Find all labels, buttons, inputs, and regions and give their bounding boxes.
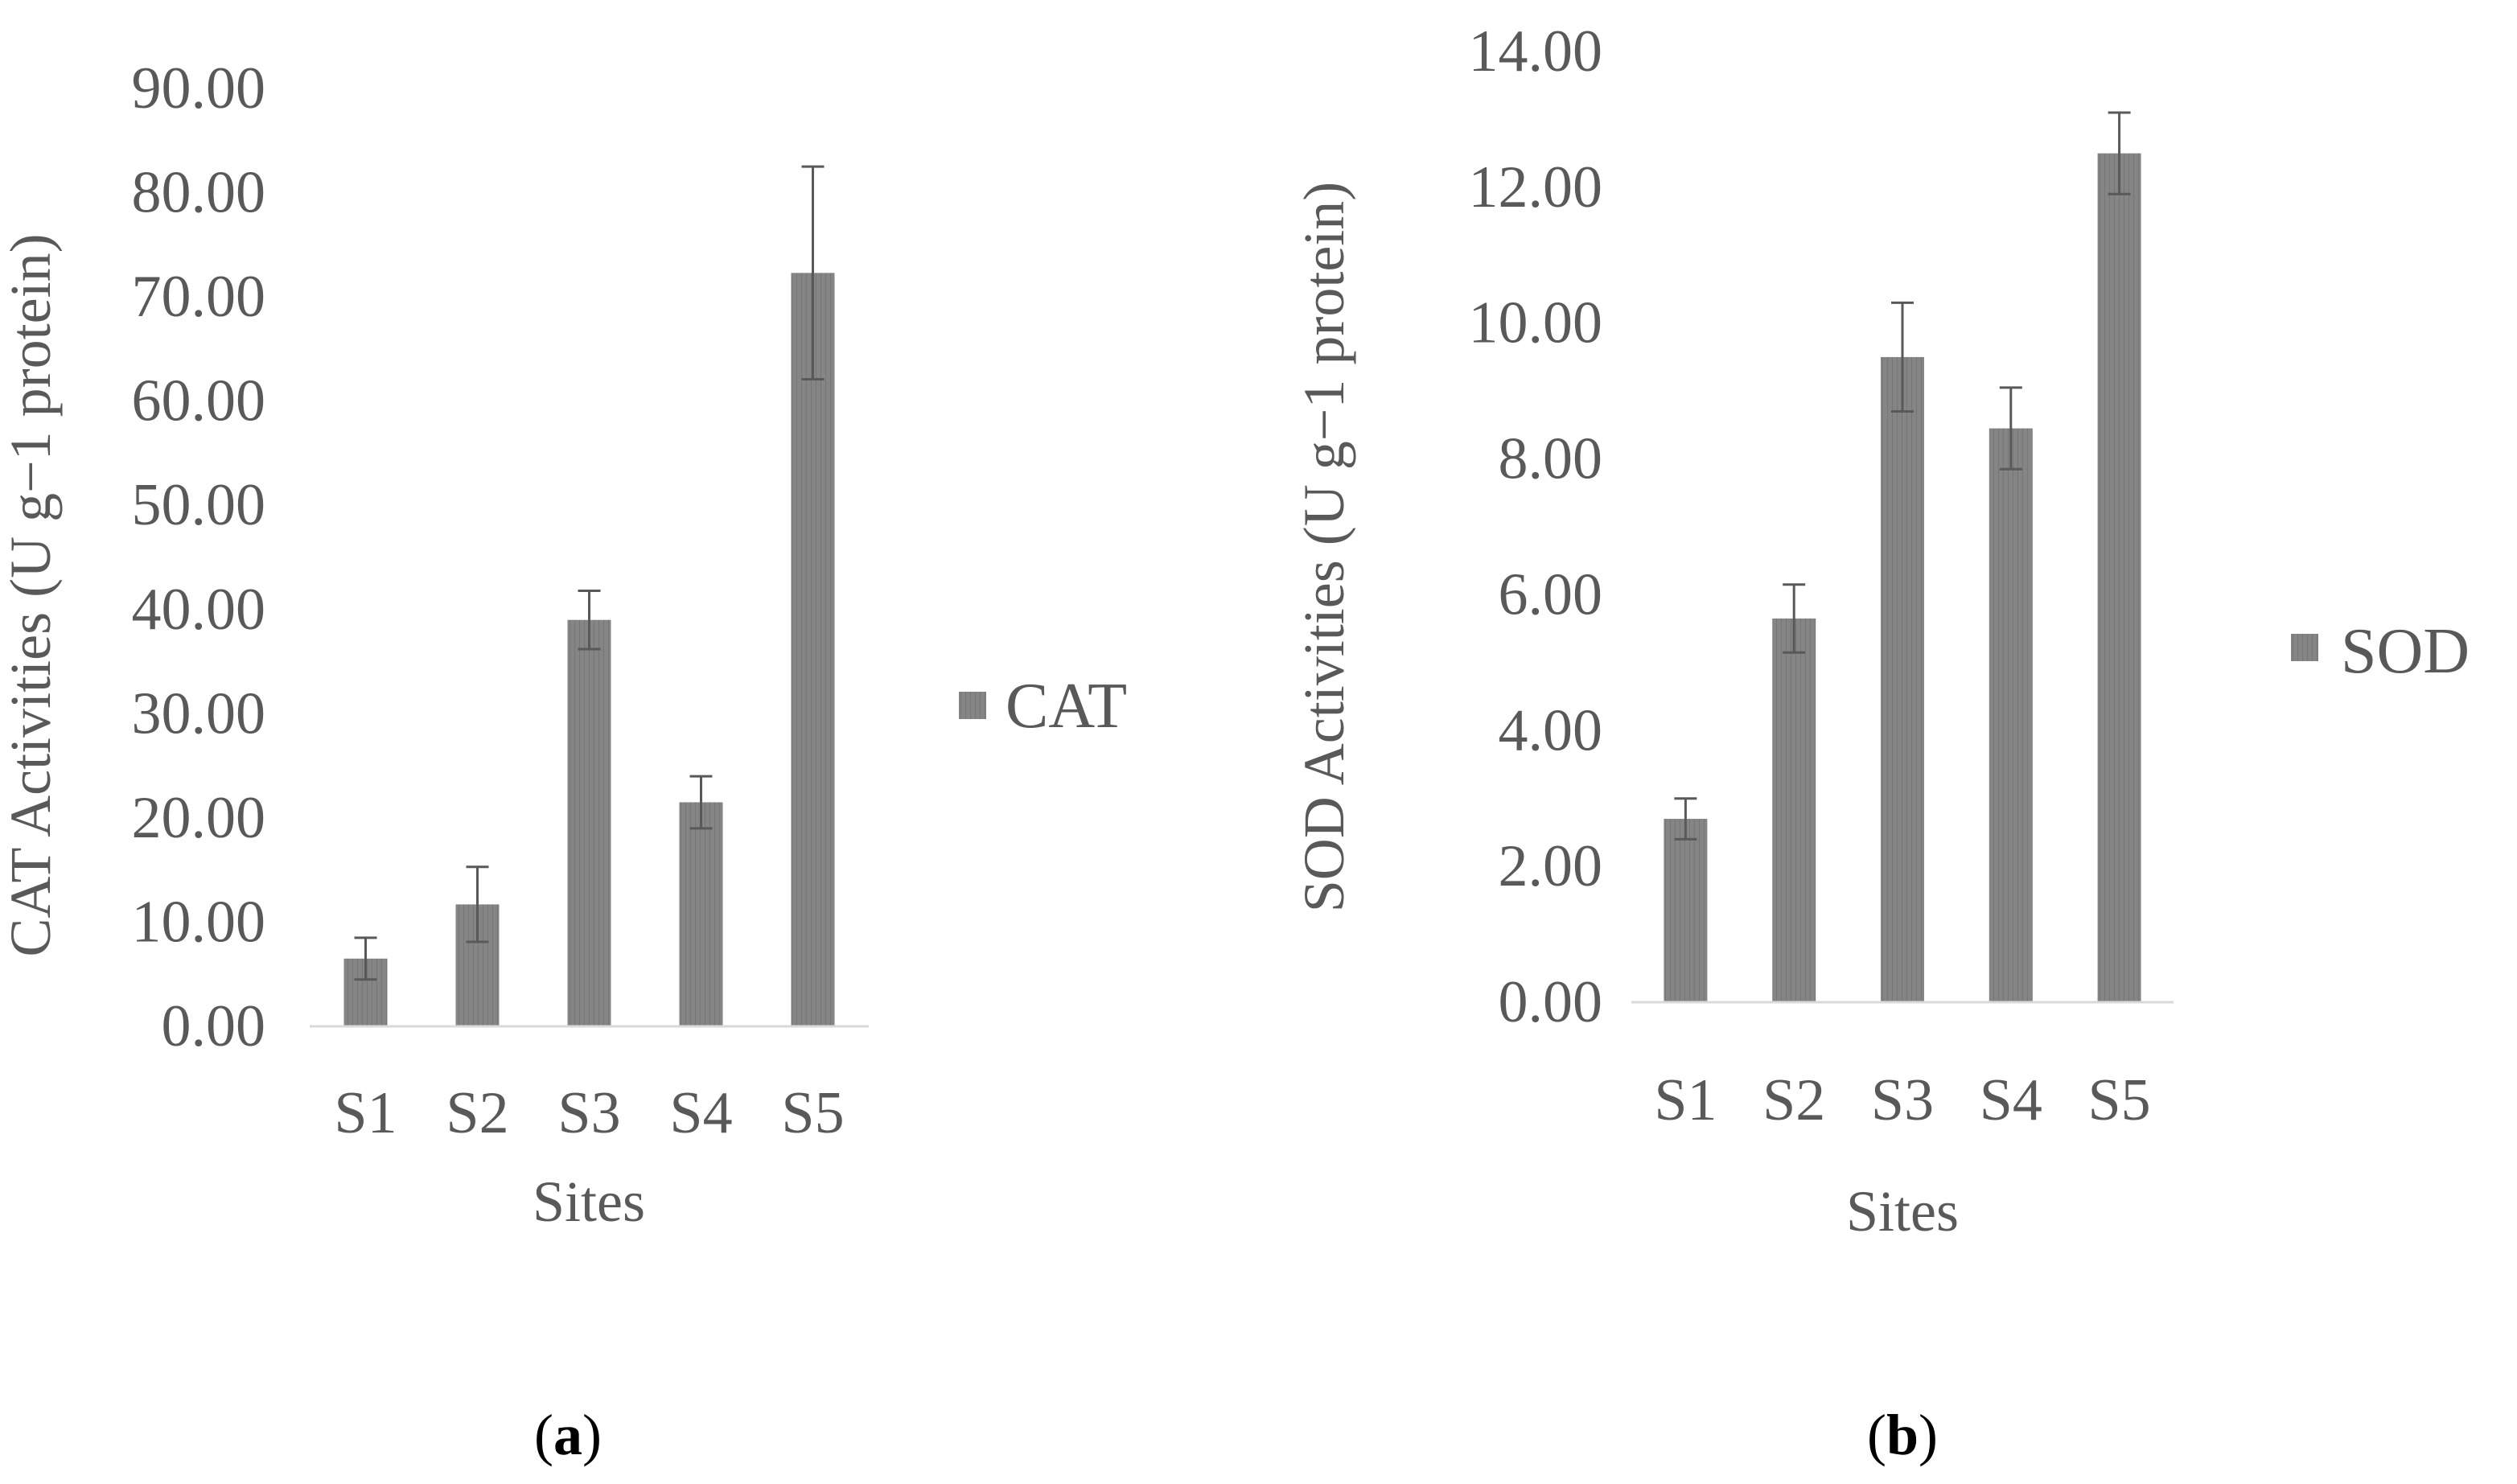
sod-y-tick-label: 14.00 xyxy=(1469,18,1603,84)
cat-error-bar-s1 xyxy=(354,936,377,981)
sod-x-axis-title: Sites xyxy=(1846,1179,1959,1244)
cat-chart-panel: CAT Activities (U g−1 protein) 0.00 10.00… xyxy=(0,55,1127,1467)
sod-x-tick-label: S4 xyxy=(1980,1067,2042,1133)
sod-bar-s5 xyxy=(2097,153,2141,1003)
sod-y-axis-title: SOD Activities (U g−1 protein) xyxy=(1292,182,1356,913)
sod-x-tick-labels: S1 S2 S3 S4 S5 xyxy=(1654,1067,2150,1133)
cat-bar-s5 xyxy=(791,273,835,1026)
cat-error-bar-s5 xyxy=(801,165,825,380)
sod-bar-s2 xyxy=(1772,618,1816,1002)
sod-error-bar-s3 xyxy=(1891,301,1914,413)
cat-bar-s3 xyxy=(567,619,611,1026)
cat-x-tick-label: S5 xyxy=(781,1080,844,1146)
sod-error-bar-s4 xyxy=(1999,386,2022,471)
cat-y-tick-label: 60.00 xyxy=(132,368,266,434)
sod-y-tick-label: 10.00 xyxy=(1469,290,1603,356)
sod-y-tick-label: 0.00 xyxy=(1499,969,1603,1035)
sod-y-tick-label: 4.00 xyxy=(1499,697,1603,763)
cat-y-tick-labels: 0.00 10.00 20.00 30.00 40.00 50.00 60.00 70.00 8… xyxy=(132,55,266,1059)
sod-y-tick-labels: 0.00 2.00 4.00 6.00 8.00 10.00 12.00 14.00 xyxy=(1469,18,1603,1035)
sod-x-tick-label: S3 xyxy=(1871,1067,1934,1133)
sod-chart-panel: SOD Activities (U g−1 protein) 0.00 2.00 4… xyxy=(1292,18,2470,1467)
cat-x-tick-labels: S1 S2 S3 S4 S5 xyxy=(334,1080,844,1146)
sod-legend-swatch xyxy=(2291,634,2318,661)
cat-legend-swatch xyxy=(959,692,986,719)
cat-error-bar-s2 xyxy=(466,865,489,943)
sod-error-bars xyxy=(1674,111,2131,841)
cat-y-axis-title: CAT Activities (U g−1 protein) xyxy=(0,233,63,956)
sod-x-tick-label: S5 xyxy=(2088,1067,2151,1133)
cat-y-tick-label: 0.00 xyxy=(162,993,266,1059)
cat-legend-label: CAT xyxy=(1006,671,1127,742)
cat-y-tick-label: 90.00 xyxy=(132,55,266,121)
cat-y-tick-label: 70.00 xyxy=(132,264,266,330)
sod-error-bar-s5 xyxy=(2108,111,2131,195)
sod-bar-s4 xyxy=(1989,428,2033,1002)
sod-error-bar-s2 xyxy=(1783,583,1806,654)
sod-x-tick-label: S2 xyxy=(1762,1067,1825,1133)
sod-y-tick-label: 6.00 xyxy=(1499,561,1603,627)
cat-y-tick-label: 30.00 xyxy=(132,680,266,746)
cat-bar-s4 xyxy=(679,802,723,1026)
cat-y-tick-label: 40.00 xyxy=(132,577,266,643)
cat-legend: CAT xyxy=(959,671,1127,742)
cat-x-tick-label: S3 xyxy=(557,1080,620,1146)
sod-legend-label: SOD xyxy=(2341,616,2470,687)
cat-x-axis-title: Sites xyxy=(533,1170,645,1234)
cat-bars xyxy=(343,273,835,1026)
cat-error-bar-s3 xyxy=(578,589,601,651)
cat-x-tick-label: S1 xyxy=(334,1080,397,1146)
sod-bar-s3 xyxy=(1881,356,1924,1002)
sod-y-tick-label: 8.00 xyxy=(1499,426,1603,492)
panel-label-b: (b) xyxy=(1867,1403,1938,1467)
sod-legend: SOD xyxy=(2291,616,2470,687)
sod-x-tick-label: S1 xyxy=(1654,1067,1717,1133)
cat-y-tick-label: 80.00 xyxy=(132,160,266,226)
panel-label-a: (a) xyxy=(534,1403,602,1467)
sod-error-bar-s1 xyxy=(1674,797,1697,841)
sod-y-tick-label: 12.00 xyxy=(1469,154,1603,220)
sod-y-tick-label: 2.00 xyxy=(1499,833,1603,899)
cat-y-tick-label: 50.00 xyxy=(132,472,266,538)
cat-y-tick-label: 20.00 xyxy=(132,785,266,851)
cat-error-bars xyxy=(354,165,825,981)
sod-bar-s1 xyxy=(1664,819,1708,1002)
cat-x-tick-label: S4 xyxy=(669,1080,732,1146)
cat-x-tick-label: S2 xyxy=(446,1080,508,1146)
cat-error-bar-s4 xyxy=(689,775,713,830)
cat-y-tick-label: 10.00 xyxy=(132,889,266,955)
sod-bars xyxy=(1664,153,2141,1003)
